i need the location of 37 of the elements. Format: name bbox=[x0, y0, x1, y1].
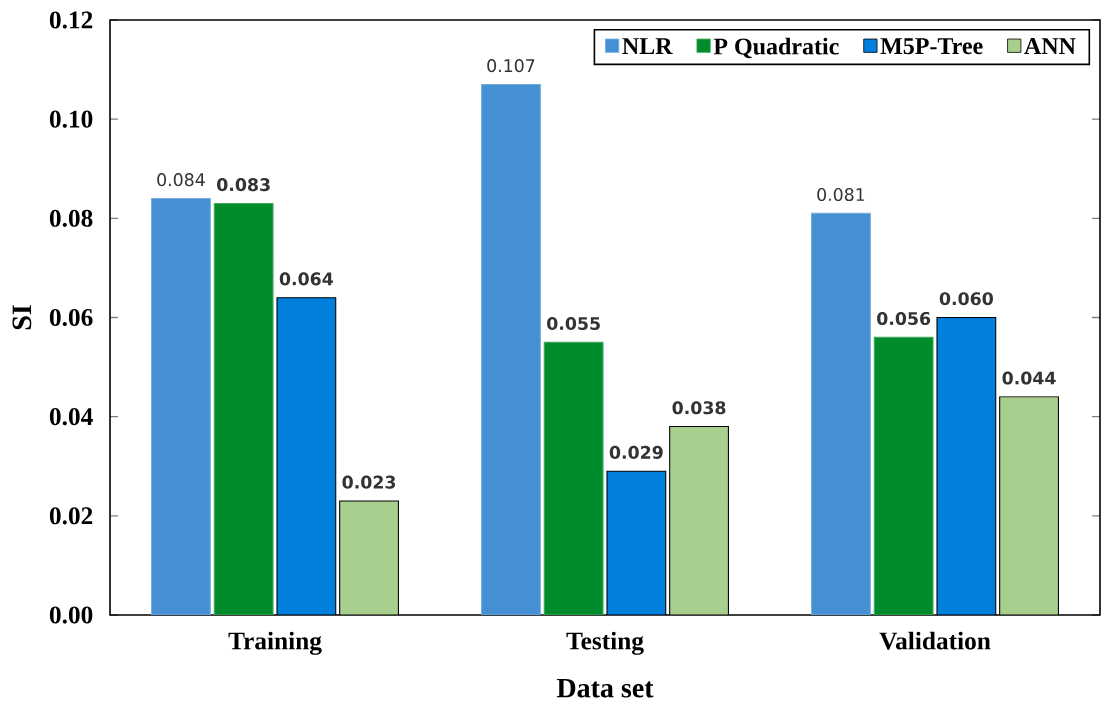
data-label: 0.038 bbox=[672, 401, 726, 415]
data-label: 0.107 bbox=[487, 59, 535, 73]
y-tick-label: 0.00 bbox=[49, 606, 93, 624]
bar bbox=[213, 202, 274, 615]
data-label: 0.056 bbox=[877, 311, 931, 326]
y-tick-label: 0.08 bbox=[49, 209, 93, 227]
legend-label: NLR bbox=[622, 38, 673, 54]
data-label: 0.064 bbox=[279, 272, 333, 286]
bar bbox=[339, 500, 399, 615]
data-label: 0.029 bbox=[609, 445, 663, 459]
x-axis-title: Data set bbox=[556, 678, 654, 698]
x-tick-label: Training bbox=[228, 631, 322, 655]
data-label: 0.023 bbox=[342, 475, 396, 489]
y-axis-title: SI bbox=[12, 305, 32, 330]
y-tick-label: 0.02 bbox=[49, 507, 93, 525]
x-tick-label: Validation bbox=[879, 631, 991, 650]
bar bbox=[543, 341, 604, 615]
data-label: 0.044 bbox=[1002, 371, 1056, 385]
bar bbox=[151, 197, 211, 615]
bar bbox=[669, 426, 729, 615]
legend-label: M5P-Tree bbox=[880, 38, 983, 55]
legend-label: P Quadratic bbox=[713, 37, 839, 59]
x-tick-label: Testing bbox=[566, 631, 644, 655]
data-label: 0.083 bbox=[217, 178, 270, 192]
data-label: 0.060 bbox=[939, 292, 993, 306]
legend-label: ANN bbox=[1024, 38, 1076, 54]
y-tick-label: 0.10 bbox=[49, 110, 93, 128]
bar bbox=[873, 336, 934, 615]
bar bbox=[811, 212, 871, 615]
data-label: 0.055 bbox=[547, 316, 600, 331]
data-label: 0.081 bbox=[817, 188, 865, 202]
bar bbox=[999, 396, 1059, 615]
data-label: 0.084 bbox=[157, 173, 205, 187]
y-tick-label: 0.12 bbox=[49, 11, 93, 29]
y-tick-label: 0.04 bbox=[49, 408, 93, 426]
y-tick-label: 0.06 bbox=[49, 308, 93, 327]
bar bbox=[481, 83, 541, 615]
